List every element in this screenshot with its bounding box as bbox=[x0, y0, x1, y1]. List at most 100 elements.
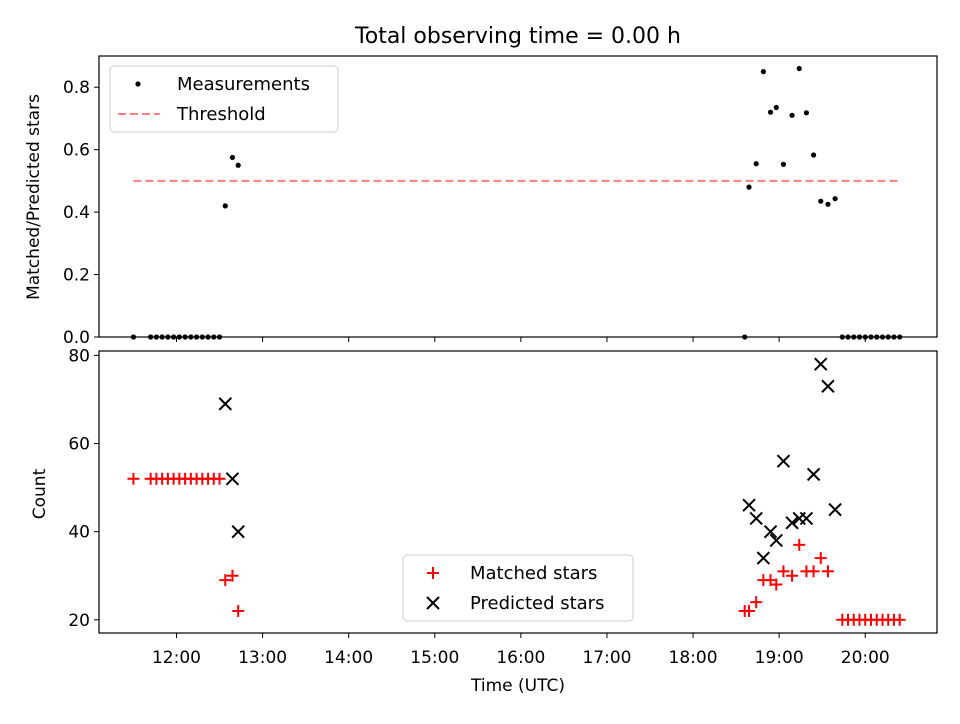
threshold-legend-label: Threshold bbox=[176, 104, 266, 125]
top-x-axis bbox=[175, 337, 866, 342]
top-legend: Measurements Threshold bbox=[109, 65, 339, 133]
matched-stars-legend-marker bbox=[427, 567, 439, 579]
predicted-star-point-b bbox=[821, 379, 835, 393]
measurement-point bbox=[789, 112, 795, 118]
top-panel: 0.00.20.40.60.8 Matched/Predicted stars … bbox=[24, 55, 938, 348]
matched-star-point bbox=[213, 472, 226, 485]
bottom-y-axis-label: Count bbox=[30, 468, 50, 519]
measurement-point bbox=[229, 154, 236, 161]
measurements-legend-marker bbox=[135, 81, 141, 87]
predicted-star-point bbox=[225, 472, 240, 486]
predicted-star-point-b bbox=[769, 533, 783, 548]
top-y-axis: 0.0 0.2 0.4 0.6 0.8 bbox=[63, 78, 99, 348]
predicted-star-point bbox=[821, 379, 835, 393]
bottom-legend-box bbox=[402, 554, 634, 622]
predicted-star-point-b bbox=[218, 397, 232, 411]
predicted-star-point bbox=[742, 498, 756, 512]
matched-star-point bbox=[219, 574, 232, 587]
predicted-star-point-b bbox=[785, 516, 799, 530]
bottom-x-tick-label: 15:00 bbox=[410, 648, 459, 668]
predicted-star-point-b bbox=[776, 454, 791, 468]
measurement-point bbox=[810, 152, 817, 158]
matched-star-point bbox=[777, 565, 790, 578]
bottom-y-tick-label: 80 bbox=[68, 346, 90, 366]
matched-star-point bbox=[821, 565, 834, 578]
top-y-axis-label: Matched/Predicted stars bbox=[24, 94, 44, 300]
bottom-x-tick-label: 20:00 bbox=[841, 648, 890, 668]
measurement-point bbox=[753, 161, 759, 167]
top-legend-box bbox=[109, 65, 339, 133]
matched-star-point bbox=[226, 569, 239, 582]
measurements-legend-label: Measurements bbox=[177, 74, 310, 95]
predicted-star-point bbox=[763, 524, 778, 539]
bottom-x-tick-label: 18:00 bbox=[669, 648, 718, 668]
predicted-star-point bbox=[756, 551, 771, 565]
matched-star-point bbox=[750, 596, 763, 609]
matched-star-point bbox=[814, 552, 827, 565]
figure-title: Total observing time = 0.00 h bbox=[354, 24, 681, 49]
predicted-star-point bbox=[828, 502, 842, 517]
bottom-legend: Matched stars Predicted stars bbox=[402, 554, 634, 622]
bottom-x-tick-label: 12:00 bbox=[152, 648, 201, 668]
predicted-star-point-b bbox=[756, 551, 771, 565]
measurement-point bbox=[760, 69, 766, 75]
matched-star-point bbox=[232, 604, 245, 617]
predicted-star-point bbox=[806, 467, 821, 482]
measurement-point bbox=[803, 110, 810, 116]
matched-star-point bbox=[743, 604, 756, 617]
measurement-point bbox=[780, 161, 787, 167]
measurement-point bbox=[825, 201, 831, 207]
predicted-star-point-b bbox=[749, 511, 763, 526]
bottom-y-tick-label: 60 bbox=[68, 435, 90, 455]
bottom-x-axis: 12:00 13:00 14:00 15:00 16:00 17:00 18:00 19:00… bbox=[152, 633, 890, 668]
bottom-y-axis: 20 40 60 80 bbox=[68, 346, 99, 631]
predicted-star-point bbox=[799, 511, 814, 526]
bottom-x-tick-label: 13:00 bbox=[238, 648, 287, 668]
top-y-tick-label: 0.8 bbox=[63, 78, 90, 98]
predicted-star-point bbox=[218, 397, 232, 411]
top-y-tick-label: 0.2 bbox=[63, 266, 90, 286]
bottom-y-tick-label: 40 bbox=[68, 523, 90, 543]
matched-star-point bbox=[807, 565, 820, 578]
measurement-point bbox=[818, 198, 824, 204]
top-y-tick-label: 0.4 bbox=[63, 203, 90, 223]
measurement-point bbox=[832, 196, 838, 202]
predicted-stars-legend-marker bbox=[426, 596, 440, 610]
matched-star-point bbox=[793, 538, 806, 551]
predicted-star-point bbox=[769, 533, 783, 548]
predicted-star-point-b bbox=[231, 524, 245, 539]
predicted-star-point bbox=[785, 516, 799, 530]
predicted-stars-legend-label: Predicted stars bbox=[470, 593, 604, 614]
bottom-plot-frame bbox=[98, 350, 938, 634]
predicted-star-point-b bbox=[225, 472, 240, 486]
predicted-star-point bbox=[814, 357, 828, 371]
matched-star-point bbox=[770, 578, 783, 591]
predicted-star-point-b bbox=[806, 467, 821, 482]
top-plot-frame bbox=[98, 55, 938, 338]
bottom-x-tick-label: 17:00 bbox=[582, 648, 631, 668]
predicted-star-point bbox=[776, 454, 791, 468]
predicted-star-point-b bbox=[799, 511, 814, 526]
measurement-point bbox=[746, 184, 752, 190]
measurement-point bbox=[767, 109, 774, 115]
bottom-x-tick-label: 19:00 bbox=[755, 648, 804, 668]
matched-stars-legend-label: Matched stars bbox=[470, 563, 597, 584]
matched-star-point bbox=[786, 569, 799, 582]
bottom-x-axis-label: Time (UTC) bbox=[470, 676, 565, 696]
predicted-star-point-b bbox=[763, 524, 778, 539]
predicted-star-point-b bbox=[828, 502, 842, 517]
top-y-tick-label: 0.6 bbox=[63, 141, 90, 161]
bottom-y-tick-label: 20 bbox=[68, 611, 90, 631]
measurement-point bbox=[796, 65, 802, 72]
predicted-star-point-b bbox=[814, 357, 828, 371]
measurement-point bbox=[222, 203, 228, 209]
bottom-marks bbox=[127, 357, 906, 626]
measurement-point bbox=[235, 162, 241, 168]
bottom-x-tick-label: 14:00 bbox=[324, 648, 373, 668]
top-y-tick-label: 0.0 bbox=[63, 328, 90, 348]
matched-star-point bbox=[893, 613, 906, 626]
predicted-star-point bbox=[749, 511, 763, 526]
matched-star-point bbox=[127, 472, 140, 485]
